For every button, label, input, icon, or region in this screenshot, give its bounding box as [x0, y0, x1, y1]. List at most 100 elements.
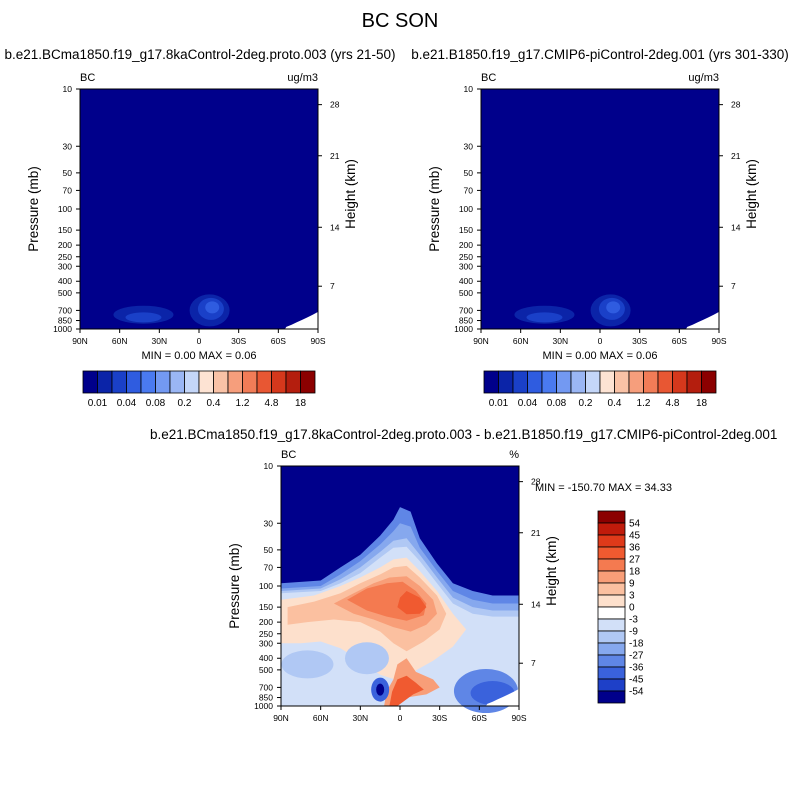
- left-y2label: Height (km): [343, 159, 358, 229]
- y-tick-label: 30: [264, 518, 274, 528]
- difference-panel: 90N 60N 30N 0 30S 60S 90S 10 30 50 70 100 150 200 2503…: [227, 461, 559, 723]
- right-colorbar: 0.01 0.04 0.08 0.2 0.4 1.2 4.8 18: [483, 370, 717, 409]
- y2-tick-label: 21: [531, 528, 541, 538]
- y2-tick-label: 28: [330, 100, 340, 110]
- y-tick-label: 850: [259, 693, 273, 703]
- difference-left-label: BC: [281, 449, 297, 461]
- x-tick-label: 90N: [473, 336, 489, 346]
- colorbar-swatch: [585, 370, 601, 394]
- y2-tick-label: 14: [731, 222, 741, 232]
- x-tick-label: 60S: [271, 336, 286, 346]
- y-tick-label: 200: [58, 240, 72, 250]
- colorbar-label: -36: [629, 663, 644, 674]
- y-tick-label: 30: [63, 141, 73, 151]
- colorbar-swatch: [256, 370, 272, 394]
- colorbar-swatch: [597, 666, 626, 680]
- colorbar-swatch: [701, 370, 717, 394]
- colorbar-swatch: [597, 582, 626, 596]
- right-field-background: [481, 89, 719, 329]
- colorbar-label: 0.04: [518, 398, 538, 409]
- y-tick-label: 70: [264, 562, 274, 572]
- colorbar-swatch: [570, 370, 586, 394]
- right-panel: 90N 60N 30N 0 30S 60S 90S 10 30 50 70 100 150 200 2503…: [427, 84, 759, 346]
- colorbar-swatch: [227, 370, 243, 394]
- x-tick-label: 60S: [672, 336, 687, 346]
- colorbar-swatch: [198, 370, 214, 394]
- x-tick-label: 90S: [310, 336, 325, 346]
- colorbar-swatch: [512, 370, 528, 394]
- plume-north-inner: [125, 312, 162, 323]
- y-tick-label: 10: [464, 84, 474, 94]
- colorbar-swatch: [597, 618, 626, 632]
- colorbar-swatch: [126, 370, 142, 394]
- colorbar-label: 0: [629, 603, 635, 614]
- colorbar-swatch: [597, 654, 626, 668]
- left-field-background: [80, 89, 318, 329]
- colorbar-swatch: [242, 370, 258, 394]
- colorbar-swatch: [541, 370, 557, 394]
- x-tick-label: 30N: [353, 713, 369, 723]
- y-tick-label: 30: [464, 141, 474, 151]
- colorbar-swatch: [184, 370, 200, 394]
- plume-tropical-core: [205, 301, 220, 314]
- colorbar-swatch: [597, 606, 626, 620]
- colorbar-label: 1.2: [236, 398, 250, 409]
- x-tick-label: 60N: [112, 336, 128, 346]
- y2-tick-label: 7: [731, 281, 736, 291]
- left-colorbar: 0.01 0.04 0.08 0.2 0.4 1.2 4.8 18: [82, 370, 316, 409]
- x-tick-label: 90S: [511, 713, 526, 723]
- colorbar-label: 45: [629, 531, 641, 542]
- x-tick-label: 30N: [553, 336, 569, 346]
- colorbar-label: 4.8: [265, 398, 279, 409]
- y-tick-label: 70: [464, 185, 474, 195]
- colorbar-swatch: [597, 522, 626, 536]
- y-tick-label: 400: [259, 653, 273, 663]
- colorbar-label: 0.08: [146, 398, 166, 409]
- difference-y2label: Height (km): [544, 536, 559, 606]
- y-tick-label: 50: [264, 545, 274, 555]
- y-tick-label: 200: [259, 617, 273, 627]
- colorbar-label: -27: [629, 651, 644, 662]
- y-tick-label: 1000: [254, 701, 273, 711]
- y-tick-label: 300: [259, 638, 273, 648]
- diff-negative-patch-b: [376, 683, 385, 696]
- colorbar-swatch: [97, 370, 113, 394]
- right-left-label: BC: [481, 72, 497, 84]
- colorbar-label: 18: [295, 398, 307, 409]
- colorbar-swatch: [597, 570, 626, 584]
- colorbar-label: -9: [629, 627, 638, 638]
- diff-band-plus27: [397, 591, 427, 615]
- y2-tick-label: 21: [330, 151, 340, 161]
- x-tick-label: 90N: [273, 713, 289, 723]
- colorbar-swatch: [82, 370, 98, 394]
- y-tick-label: 1000: [53, 324, 72, 334]
- colorbar-label: 54: [629, 519, 641, 530]
- right-minmax: MIN = 0.00 MAX = 0.06: [542, 350, 658, 362]
- colorbar-label: 3: [629, 591, 635, 602]
- figure-title: BC SON: [361, 10, 439, 32]
- x-tick-label: 30S: [632, 336, 647, 346]
- colorbar-label: -45: [629, 675, 644, 686]
- diff-lower-plume-core: [389, 675, 424, 706]
- y-tick-label: 250: [259, 629, 273, 639]
- colorbar-swatch: [597, 594, 626, 608]
- diff-negative-midlat: [344, 642, 389, 675]
- left-panel-title: b.e21.BCma1850.f19_g17.8kaControl-2deg.p…: [4, 47, 396, 62]
- colorbar-label: 0.4: [207, 398, 221, 409]
- y-tick-label: 100: [459, 204, 473, 214]
- colorbar-swatch: [657, 370, 673, 394]
- colorbar-swatch: [643, 370, 659, 394]
- colorbar-label: 0.04: [117, 398, 137, 409]
- y-tick-label: 10: [264, 461, 274, 471]
- y-tick-label: 150: [58, 225, 72, 235]
- colorbar-label: -18: [629, 639, 644, 650]
- y2-tick-label: 21: [731, 151, 741, 161]
- colorbar-swatch: [597, 558, 626, 572]
- colorbar-swatch: [483, 370, 499, 394]
- colorbar-label: 0.08: [547, 398, 567, 409]
- y2-tick-label: 28: [531, 477, 541, 487]
- colorbar-swatch: [614, 370, 630, 394]
- y-tick-label: 500: [259, 665, 273, 675]
- colorbar-swatch: [169, 370, 185, 394]
